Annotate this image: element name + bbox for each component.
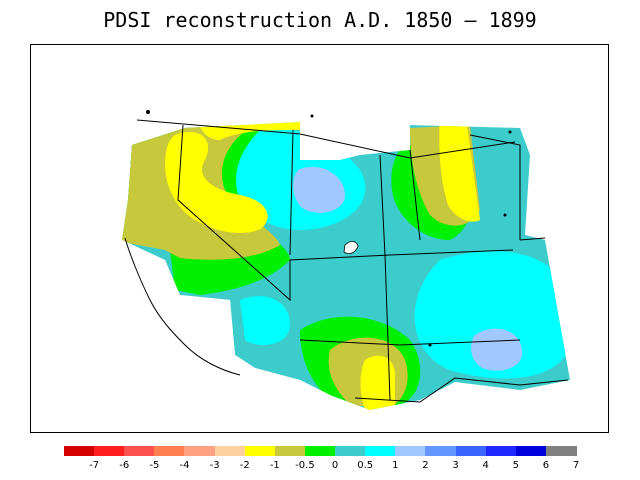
border-central: [379, 154, 391, 401]
colorbar-swatch: [154, 446, 186, 456]
colorbar-swatch: [365, 446, 397, 456]
colorbar-label: -2: [239, 460, 250, 471]
colorbar-label: 6: [542, 460, 550, 471]
field-yellow-northeast: [439, 122, 480, 222]
colorbar-label: 4: [482, 460, 489, 471]
ocean-mask: [100, 240, 330, 420]
field-cyan-southwest: [240, 296, 290, 345]
colorbar: [0, 440, 640, 480]
colorbar-label: 5: [512, 460, 519, 471]
colorbar-label: 0.5: [357, 460, 374, 471]
colorbar-label: -3: [209, 460, 220, 471]
colorbar-swatch: [274, 446, 306, 456]
colorbar-label: -1: [269, 460, 280, 471]
colorbar-swatch: [515, 446, 547, 456]
colorbar-swatch: [304, 446, 336, 456]
field-lightblue-north: [293, 166, 345, 213]
pdsi-map: [100, 100, 570, 420]
border-west: [177, 124, 514, 302]
lake-2: [310, 114, 314, 118]
colorbar-label: -0.5: [295, 460, 315, 471]
colorbar-swatch: [545, 446, 577, 456]
colorbar-label: -5: [149, 460, 160, 471]
colorbar-label: -6: [119, 460, 130, 471]
colorbar-swatch: [455, 446, 487, 456]
border-northeast: [409, 149, 421, 241]
lake-5: [428, 343, 432, 347]
field-cyan-southeast: [414, 251, 570, 379]
lake-3: [503, 213, 507, 217]
border-southern: [354, 377, 569, 403]
colorbar-label: -4: [179, 460, 190, 471]
field-yellow-west: [165, 131, 268, 234]
border-north: [136, 119, 516, 159]
colorbar-label: 0: [331, 460, 339, 471]
colorbar-swatch: [94, 446, 126, 456]
colorbar-swatch: [214, 446, 246, 456]
colorbar-label: -7: [89, 460, 100, 471]
colorbar-label: 3: [452, 460, 459, 471]
field-lightblue-southeast: [470, 328, 523, 371]
lake-4: [508, 130, 512, 134]
colorbar-label: 7: [572, 460, 580, 471]
field-yellow-south: [360, 355, 395, 410]
colorbar-label: 2: [422, 460, 429, 471]
coastline: [124, 237, 241, 376]
colorbar-swatch: [184, 446, 216, 456]
border-east-ext: [519, 237, 546, 241]
colorbar-swatch: [64, 446, 95, 456]
colorbar-swatch: [425, 446, 457, 456]
border-south-central: [299, 339, 521, 346]
border-nv-ut: [289, 129, 294, 256]
state-boundaries: [136, 119, 569, 403]
great-salt-lake: [343, 240, 359, 254]
lake-1: [146, 110, 150, 114]
border-east: [469, 134, 521, 240]
colorbar-swatch: [335, 446, 367, 456]
colorbar-swatch: [485, 446, 517, 456]
north-mask: [300, 100, 410, 160]
colorbar-swatch: [124, 446, 156, 456]
colorbar-label: 1: [392, 460, 399, 471]
colorbar-swatch: [244, 446, 276, 456]
field-yellow-north: [195, 122, 300, 140]
colorbar-swatch: [395, 446, 427, 456]
map-title: PDSI reconstruction A.D. 1850 – 1899: [103, 8, 537, 32]
